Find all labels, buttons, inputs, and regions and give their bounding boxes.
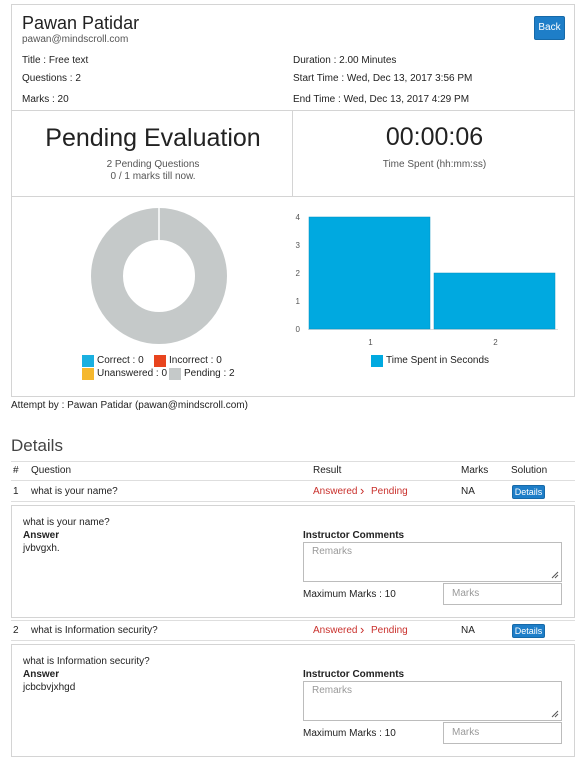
bar-legend-label: Time Spent in Seconds bbox=[386, 355, 490, 366]
instructor-comments-label: Instructor Comments bbox=[303, 669, 405, 680]
details-heading: Details bbox=[11, 436, 63, 455]
user-email: pawan@mindscroll.com bbox=[22, 34, 129, 45]
time-spent-panel: 00:00:06 Time Spent (hh:mm:ss) bbox=[292, 111, 575, 197]
questions-info: Questions : 2 bbox=[22, 73, 81, 84]
duration-info: Duration : 2.00 Minutes bbox=[293, 55, 397, 66]
resize-grip-icon[interactable] bbox=[551, 571, 559, 579]
instructor-comments-label: Instructor Comments bbox=[303, 530, 405, 541]
back-button[interactable]: Back bbox=[534, 16, 565, 40]
answer-label: Answer bbox=[23, 530, 60, 541]
details-button[interactable]: Details bbox=[512, 485, 545, 499]
y-tick-label: 2 bbox=[296, 269, 301, 278]
col-marks-header: Marks bbox=[461, 465, 489, 476]
y-tick-label: 1 bbox=[296, 297, 301, 306]
pending-evaluation-panel: Pending Evaluation 2 Pending Questions 0… bbox=[11, 111, 293, 197]
row-divider bbox=[11, 501, 575, 502]
remarks-textarea[interactable]: Remarks bbox=[303, 542, 562, 582]
legend-unanswered-swatch bbox=[82, 368, 94, 380]
col-solution-header: Solution bbox=[511, 465, 548, 476]
summary-header-panel: Pawan Patidar pawan@mindscroll.com Back … bbox=[11, 4, 575, 111]
bar bbox=[308, 216, 431, 330]
answer-label: Answer bbox=[23, 669, 60, 680]
row-divider bbox=[11, 620, 575, 621]
details-button[interactable]: Details bbox=[512, 624, 545, 638]
x-tick-label: 2 bbox=[493, 338, 498, 347]
remarks-placeholder: Remarks bbox=[312, 546, 353, 557]
user-name: Pawan Patidar bbox=[22, 13, 140, 33]
detail-question: what is your name? bbox=[23, 517, 110, 528]
chevron-right-icon: › bbox=[360, 622, 365, 637]
row-number: 2 bbox=[13, 625, 19, 636]
charts-panel: Correct : 0 Incorrect : 0 Unanswered : 0… bbox=[11, 196, 575, 397]
table-header-top-divider bbox=[11, 461, 575, 462]
maximum-marks: Maximum Marks : 10 bbox=[303, 589, 396, 600]
chevron-right-icon: › bbox=[360, 483, 365, 498]
remarks-placeholder: Remarks bbox=[312, 685, 353, 696]
legend-unanswered-label: Unanswered : 0 bbox=[97, 368, 168, 379]
answer-text: jvbvgxh. bbox=[23, 543, 60, 554]
table-header-bottom-divider bbox=[11, 480, 575, 481]
result-answered: Answered bbox=[313, 486, 358, 497]
y-tick-label: 0 bbox=[296, 325, 301, 334]
col-num-header: # bbox=[13, 465, 19, 476]
time-spent-timer: 00:00:06 bbox=[385, 123, 484, 151]
col-question-header: Question bbox=[31, 465, 72, 476]
legend-pending-label: Pending : 2 bbox=[184, 368, 235, 379]
col-result-header: Result bbox=[313, 465, 342, 476]
attempt-by: Attempt by : Pawan Patidar (pawan@mindsc… bbox=[11, 400, 248, 411]
result-pending: Pending bbox=[371, 486, 408, 497]
remarks-textarea[interactable]: Remarks bbox=[303, 681, 562, 721]
legend-incorrect-swatch bbox=[154, 355, 166, 367]
marks-till-now: 0 / 1 marks till now. bbox=[110, 171, 196, 182]
time-spent-bar-chart: 0 1 2 3 4 1 2 bbox=[296, 213, 558, 347]
marks-input[interactable]: Marks bbox=[443, 583, 562, 605]
row-number: 1 bbox=[13, 486, 19, 497]
legend-correct-swatch bbox=[82, 355, 94, 367]
legend-incorrect-label: Incorrect : 0 bbox=[169, 355, 222, 366]
legend-pending-swatch bbox=[169, 368, 181, 380]
resize-grip-icon[interactable] bbox=[551, 710, 559, 718]
row-question: what is your name? bbox=[31, 486, 118, 497]
result-answered: Answered bbox=[313, 625, 358, 636]
y-tick-label: 3 bbox=[296, 241, 301, 250]
bar-legend-swatch bbox=[371, 355, 383, 367]
marks-placeholder: Marks bbox=[452, 727, 480, 738]
row-question: what is Information security? bbox=[31, 625, 158, 636]
result-pending: Pending bbox=[371, 625, 408, 636]
end-time-info: End Time : Wed, Dec 13, 2017 4:29 PM bbox=[293, 94, 470, 105]
marks-placeholder: Marks bbox=[452, 588, 480, 599]
x-tick-label: 1 bbox=[368, 338, 373, 347]
title-info: Title : Free text bbox=[22, 55, 89, 66]
detail-question: what is Information security? bbox=[23, 656, 150, 667]
legend-correct-label: Correct : 0 bbox=[97, 355, 144, 366]
y-tick-label: 4 bbox=[296, 213, 301, 222]
answer-detail-panel: what is your name? Answer jvbvgxh. Instr… bbox=[11, 505, 575, 618]
row-marks: NA bbox=[461, 625, 475, 636]
row-marks: NA bbox=[461, 486, 475, 497]
row-divider bbox=[11, 640, 575, 641]
marks-input[interactable]: Marks bbox=[443, 722, 562, 744]
maximum-marks: Maximum Marks : 10 bbox=[303, 728, 396, 739]
bar bbox=[433, 272, 556, 330]
answer-detail-panel: what is Information security? Answer jcb… bbox=[11, 644, 575, 757]
evaluation-status-heading: Pending Evaluation bbox=[45, 124, 261, 152]
start-time-info: Start Time : Wed, Dec 13, 2017 3:56 PM bbox=[293, 73, 473, 84]
marks-info: Marks : 20 bbox=[22, 94, 69, 105]
time-spent-label: Time Spent (hh:mm:ss) bbox=[382, 159, 487, 170]
result-donut-chart bbox=[91, 207, 227, 344]
answer-text: jcbcbvjxhgd bbox=[23, 682, 76, 693]
pending-questions-count: 2 Pending Questions bbox=[106, 159, 200, 170]
